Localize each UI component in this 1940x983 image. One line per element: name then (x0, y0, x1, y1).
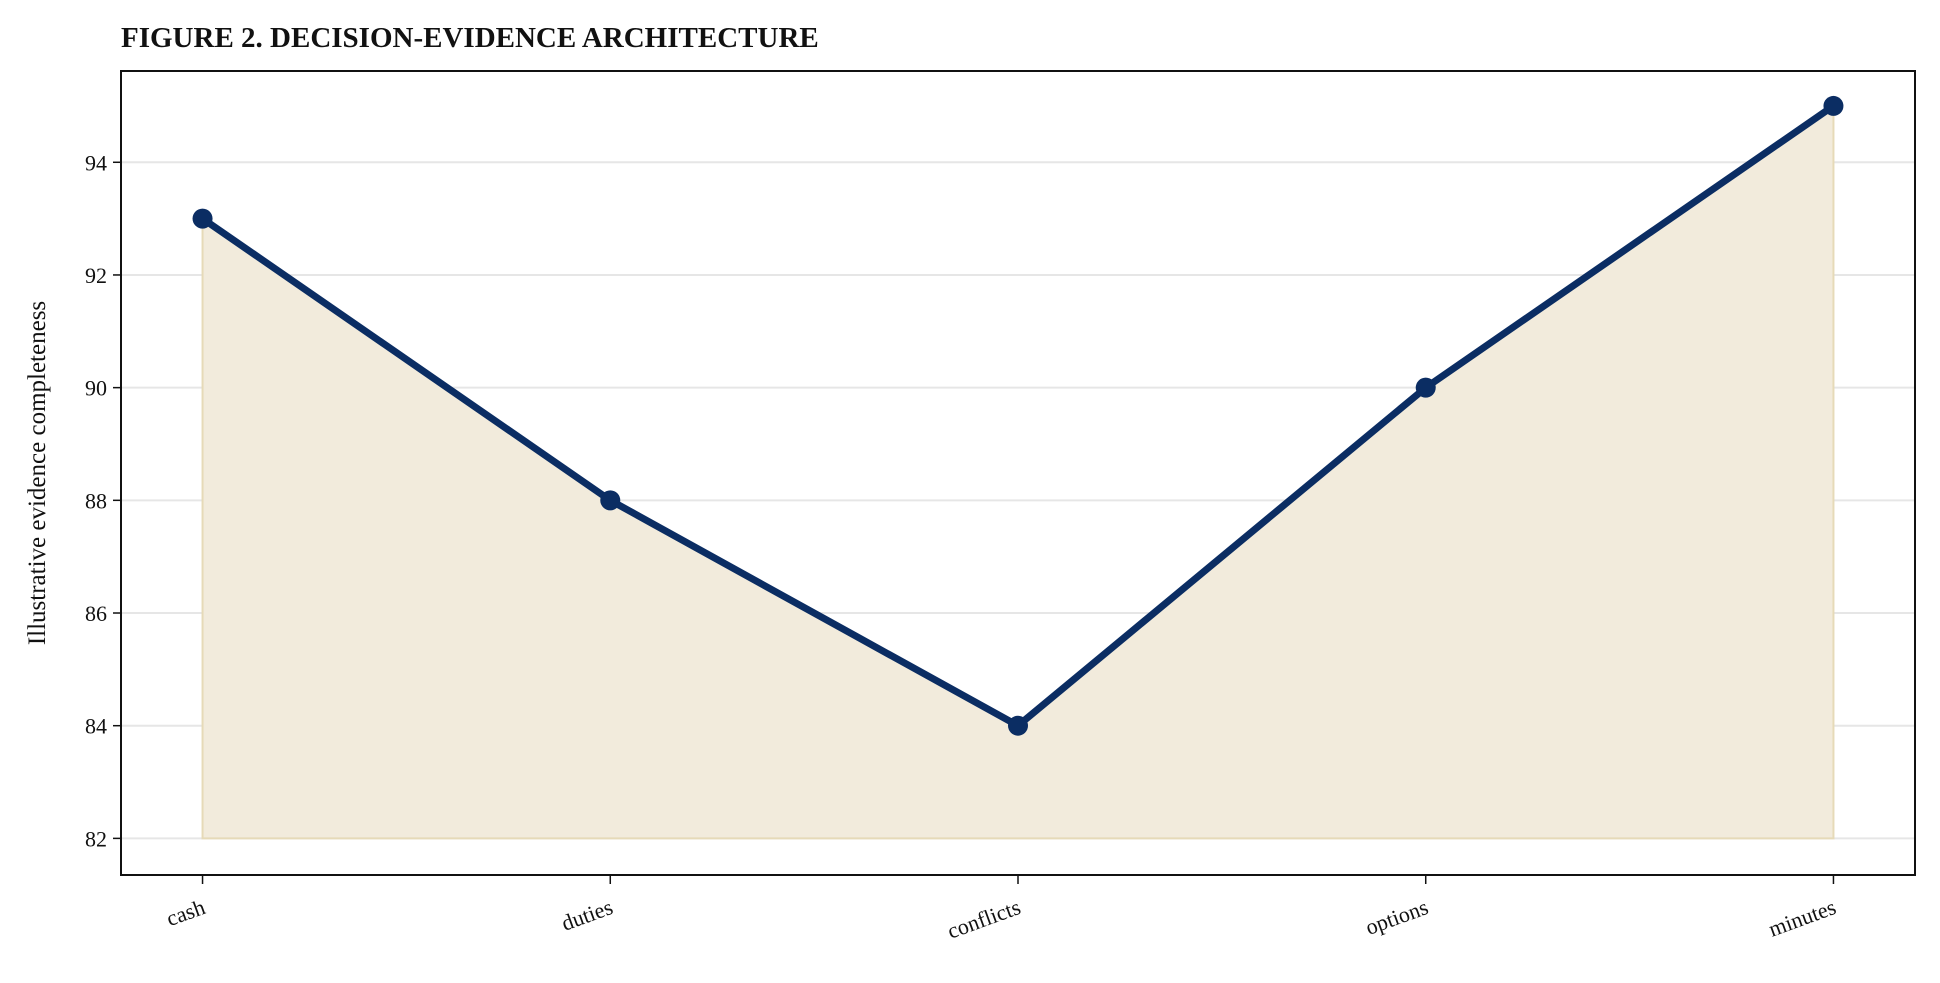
y-tick-label: 92 (85, 263, 107, 288)
point (1823, 95, 1844, 116)
x-tick-label: duties (558, 894, 616, 935)
y-tick-label: 88 (85, 488, 107, 513)
x-tick-label: minutes (1765, 894, 1839, 941)
y-tick-label: 86 (85, 601, 107, 626)
chart-title: FIGURE 2. DECISION-EVIDENCE ARCHITECTURE (121, 22, 819, 54)
point (600, 490, 621, 511)
point (1008, 715, 1028, 736)
point (192, 208, 213, 229)
x-tick-label: conflicts (944, 894, 1024, 943)
y-tick-label: 90 (85, 376, 107, 401)
x-tick-label: cash (163, 894, 208, 931)
y-tick-label: 84 (85, 714, 107, 739)
y-tick-label: 94 (85, 150, 107, 175)
y-tick-label: 82 (85, 826, 107, 851)
point (1415, 377, 1436, 398)
x-tick-label: options (1362, 894, 1431, 940)
y-axis-label: Illustrative evidence completeness (24, 301, 51, 645)
plot-frame (120, 70, 1916, 876)
